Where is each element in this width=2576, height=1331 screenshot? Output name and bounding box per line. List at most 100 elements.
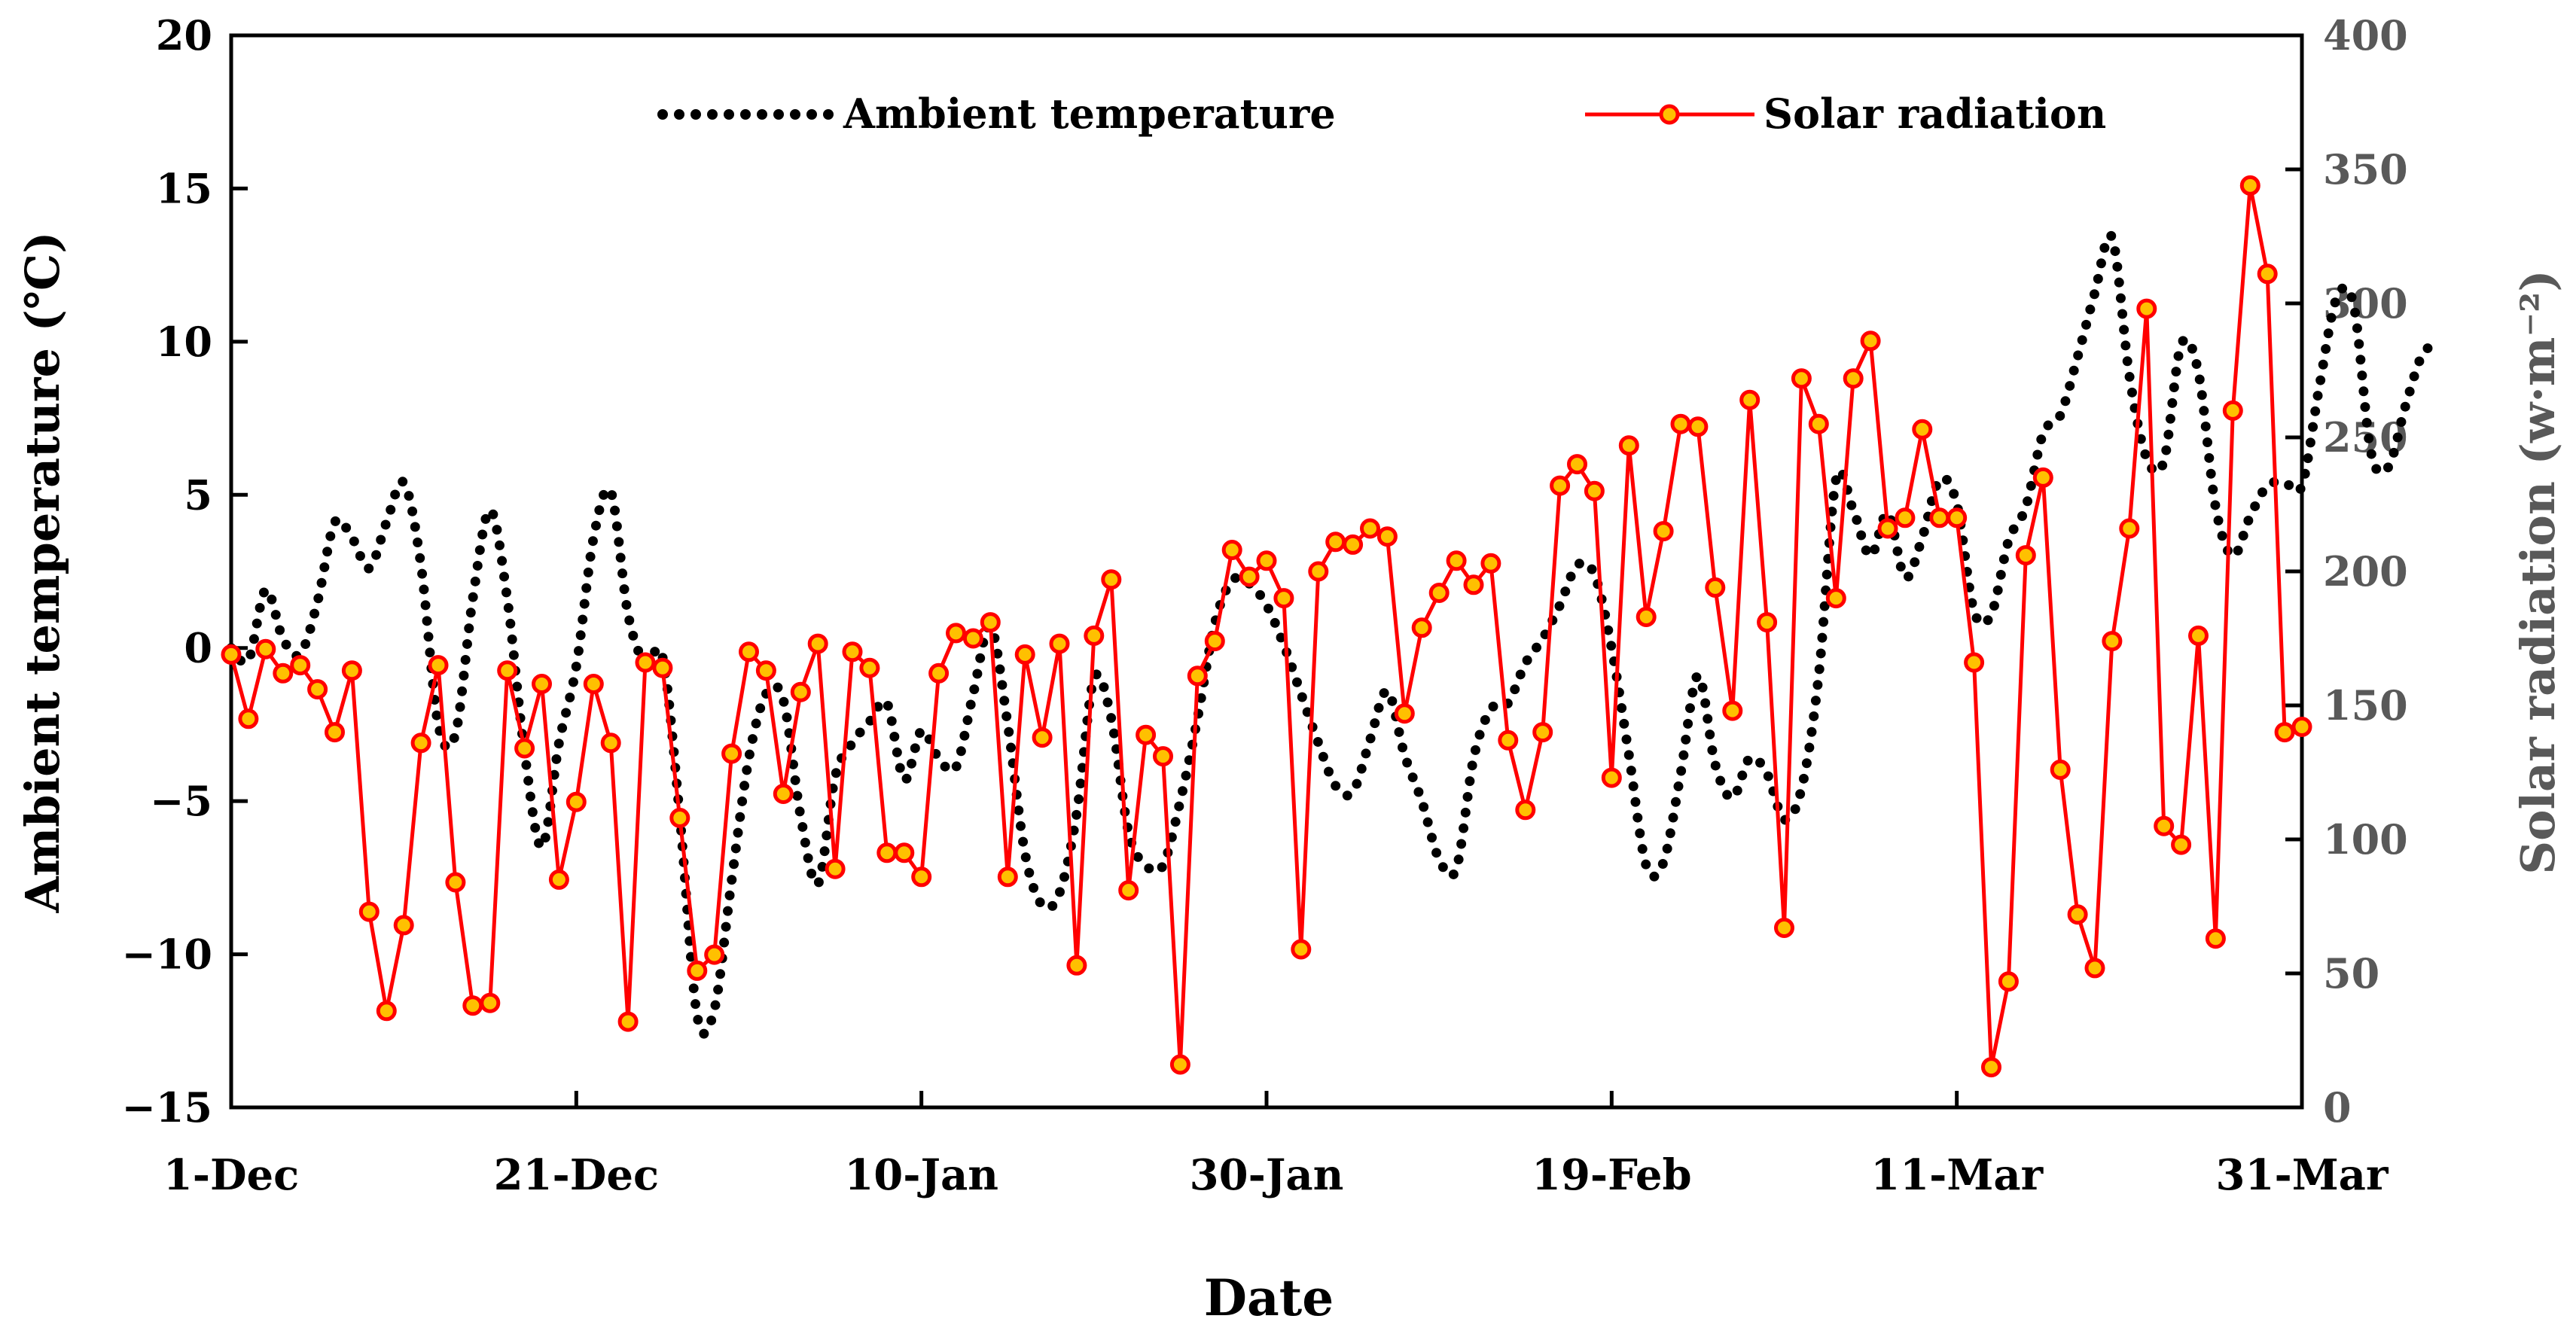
- solar-radiation-point: [1017, 646, 1033, 662]
- solar-radiation-point: [844, 644, 861, 660]
- solar-radiation-point: [568, 793, 584, 810]
- solar-radiation-point: [1620, 437, 1637, 454]
- chart: −15−10−505101520050100150200250300350400…: [0, 0, 2576, 1331]
- solar-radiation-point: [1983, 1059, 2000, 1076]
- solar-radiation-point: [1362, 520, 1379, 537]
- x-tick-label: 19-Feb: [1532, 1150, 1692, 1200]
- solar-radiation-point: [1258, 553, 1275, 569]
- solar-radiation-point: [1172, 1056, 1188, 1073]
- solar-radiation-point: [1949, 510, 1965, 526]
- solar-radiation-point: [327, 724, 343, 741]
- solar-radiation-point: [2035, 469, 2051, 486]
- solar-radiation-point: [792, 684, 809, 700]
- solar-radiation-point: [1293, 941, 1309, 958]
- solar-radiation-point: [309, 681, 326, 698]
- solar-radiation-point: [1155, 748, 1172, 765]
- solar-radiation-point: [809, 635, 826, 652]
- solar-radiation-point: [706, 946, 723, 963]
- solar-radiation-point: [1759, 614, 1776, 631]
- x-axis-label: Date: [1204, 1269, 1334, 1327]
- solar-radiation-point: [2190, 627, 2207, 644]
- solar-radiation-point: [240, 711, 257, 727]
- solar-radiation-point: [913, 869, 930, 885]
- solar-radiation-point: [1517, 802, 1534, 818]
- x-tick-label: 1-Dec: [163, 1150, 300, 1200]
- solar-radiation-point: [672, 810, 688, 827]
- y-right-tick-label: 150: [2323, 681, 2408, 729]
- solar-radiation-point: [430, 657, 447, 674]
- solar-radiation-point: [2104, 633, 2120, 650]
- solar-radiation-point: [275, 665, 291, 681]
- ticks-layer: −15−10−505101520050100150200250300350400…: [122, 11, 2408, 1200]
- x-tick-label: 31-Mar: [2216, 1150, 2389, 1200]
- solar-radiation-point: [654, 659, 671, 676]
- y-right-tick-label: 50: [2323, 949, 2379, 997]
- solar-radiation-point: [1931, 510, 1948, 526]
- solar-radiation-point: [1345, 536, 1361, 553]
- y-right-tick-label: 400: [2323, 11, 2408, 59]
- solar-radiation-point: [1966, 654, 1983, 671]
- solar-radiation-point: [1276, 590, 1292, 607]
- solar-radiation-point: [2121, 520, 2138, 537]
- solar-radiation-point: [413, 735, 429, 751]
- solar-radiation-point: [1431, 585, 1447, 602]
- solar-radiation-point: [1793, 370, 1809, 387]
- solar-radiation-point: [999, 869, 1016, 885]
- solar-radiation-point: [1603, 769, 1620, 786]
- solar-radiation-point: [2087, 960, 2103, 976]
- solar-radiation-point: [2000, 973, 2017, 990]
- y-left-tick-label: 15: [156, 164, 212, 212]
- solar-radiation-point: [879, 845, 895, 861]
- solar-radiation-point: [1328, 534, 1344, 550]
- solar-radiation-line: [231, 185, 2302, 1067]
- solar-radiation-point: [1069, 957, 1085, 973]
- solar-radiation-point: [1051, 635, 1068, 652]
- solar-radiation-point: [741, 644, 758, 660]
- solar-radiation-point: [1690, 419, 1706, 435]
- solar-radiation-point: [1206, 633, 1223, 650]
- solar-radiation-point: [1638, 609, 1654, 626]
- x-tick-label: 10-Jan: [844, 1150, 998, 1200]
- solar-radiation-point: [1914, 421, 1931, 437]
- legend-solar-radiation-label: Solar radiation: [1764, 90, 2106, 138]
- solar-radiation-point: [2156, 818, 2172, 834]
- y-left-tick-label: 5: [184, 471, 212, 519]
- solar-radiation-point: [931, 665, 947, 681]
- solar-radiation-point: [965, 630, 981, 647]
- solar-radiation-point: [1707, 579, 1724, 595]
- solar-radiation-point: [2242, 177, 2258, 193]
- y-left-tick-label: −10: [122, 930, 212, 979]
- solar-radiation-point: [982, 614, 998, 631]
- solar-radiation-point: [499, 662, 516, 679]
- solar-radiation-point: [1034, 729, 1050, 746]
- y-left-tick-label: 0: [184, 624, 212, 672]
- solar-radiation-point: [1224, 542, 1240, 559]
- solar-radiation-point: [1535, 724, 1551, 741]
- solar-radiation-point: [2069, 906, 2086, 923]
- solar-radiation-point: [689, 962, 706, 979]
- solar-radiation-point: [1310, 563, 1327, 580]
- solar-radiation-series: [223, 177, 2310, 1075]
- solar-radiation-point: [1189, 668, 1206, 684]
- plot-frame: [231, 35, 2302, 1107]
- y-axis-left-label: Ambient temperature (℃): [15, 231, 70, 913]
- solar-radiation-point: [775, 786, 791, 803]
- solar-radiation-point: [2276, 724, 2293, 741]
- y-right-tick-label: 200: [2323, 547, 2408, 595]
- solar-radiation-point: [378, 1003, 395, 1019]
- y-left-tick-label: 20: [156, 11, 212, 59]
- solar-radiation-point: [1500, 732, 1517, 748]
- x-tick-label: 11-Mar: [1870, 1150, 2044, 1200]
- solar-radiation-point: [1862, 333, 1879, 349]
- solar-radiation-point: [482, 994, 498, 1011]
- solar-radiation-point: [2052, 761, 2068, 778]
- solar-radiation-point: [1724, 702, 1741, 719]
- solar-radiation-point: [517, 740, 533, 757]
- solar-radiation-point: [1103, 571, 1120, 588]
- solar-radiation-point: [534, 676, 550, 693]
- solar-radiation-point: [1241, 568, 1258, 585]
- solar-radiation-point: [223, 646, 239, 662]
- solar-radiation-point: [948, 625, 965, 641]
- solar-radiation-point: [1413, 620, 1430, 636]
- solar-radiation-point: [1396, 705, 1413, 722]
